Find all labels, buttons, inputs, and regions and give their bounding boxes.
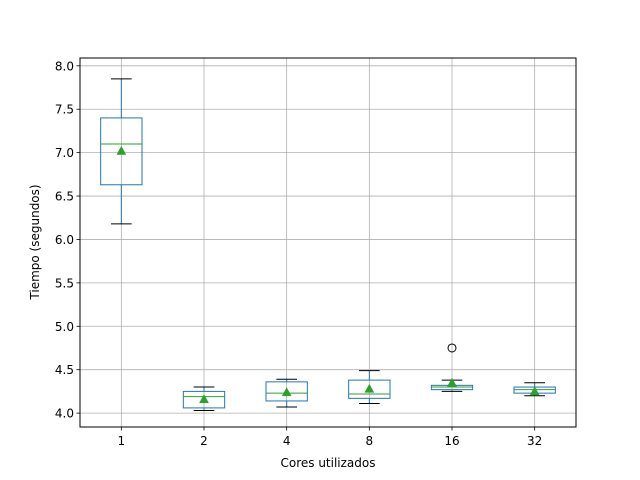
y-tick-label: 7.5 — [55, 103, 74, 117]
iqr-box — [100, 117, 143, 186]
mean-marker — [447, 377, 457, 387]
x-tick-label: 4 — [283, 434, 291, 448]
mean-marker — [116, 145, 127, 155]
iqr-box — [348, 379, 391, 399]
mean-marker — [364, 383, 375, 393]
y-tick-label: 4.5 — [55, 363, 74, 377]
box-group-32 — [513, 382, 556, 397]
iqr-box — [265, 381, 308, 402]
box-group-4 — [265, 378, 308, 408]
y-tick-label: 7.0 — [55, 146, 74, 160]
outlier-point — [447, 343, 457, 353]
mean-marker — [529, 386, 540, 396]
plot-area-frame — [79, 57, 577, 428]
mean-marker — [281, 387, 292, 397]
x-axis-title: Cores utilizados — [280, 456, 375, 470]
y-tick-label: 5.0 — [55, 320, 74, 334]
box-series — [100, 78, 556, 412]
y-axis-title: Tiempo (segundos) — [28, 184, 42, 300]
x-tick-label: 8 — [366, 434, 374, 448]
x-axis-ticks: 1 2 4 8 16 32 — [118, 427, 542, 448]
grid-lines — [80, 58, 576, 427]
box-group-1 — [100, 78, 143, 225]
y-tick-label: 6.5 — [55, 190, 74, 204]
x-tick-label: 32 — [527, 434, 542, 448]
box-group-2 — [182, 386, 226, 412]
y-axis-ticks: 4.0 4.5 5.0 5.5 6.0 6.5 7.0 7.5 8.0 — [55, 59, 80, 421]
y-tick-label: 8.0 — [55, 59, 74, 73]
y-tick-label: 6.0 — [55, 233, 74, 247]
x-tick-label: 2 — [200, 434, 208, 448]
box-group-16 — [430, 343, 474, 392]
mean-marker — [199, 394, 209, 404]
y-tick-label: 4.0 — [55, 407, 74, 421]
x-tick-label: 1 — [118, 434, 126, 448]
iqr-box — [182, 390, 226, 409]
box-group-8 — [348, 370, 391, 405]
x-tick-label: 16 — [444, 434, 459, 448]
y-tick-label: 5.5 — [55, 276, 74, 290]
